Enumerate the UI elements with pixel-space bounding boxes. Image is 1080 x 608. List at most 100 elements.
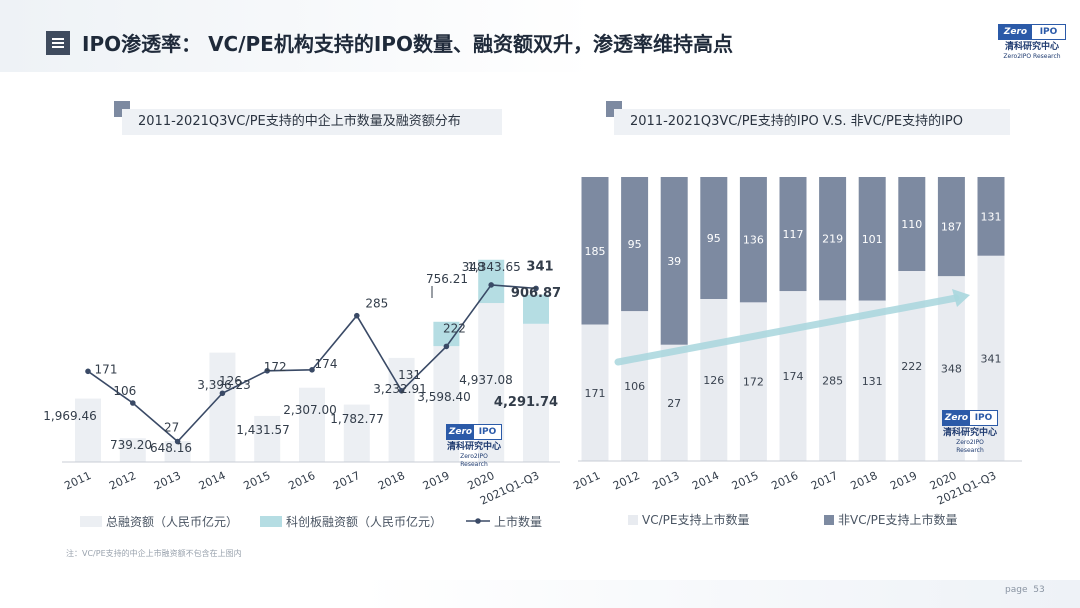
- bar-vcpe-2017: [819, 300, 847, 461]
- label-nonvcpe-2013: 39: [667, 255, 681, 268]
- left-tick-2018: 2018: [376, 469, 407, 493]
- bar-vcpe-2021Q1-Q3: [977, 255, 1005, 461]
- label-count-2017: 285: [365, 297, 388, 311]
- bar-nonvcpe-2015: [739, 177, 767, 303]
- bar-vcpe-2011: [581, 324, 609, 461]
- label-total-2019: 3,598.40: [417, 390, 470, 404]
- label-total-2013: 648.16: [150, 441, 192, 455]
- menu-icon[interactable]: [46, 31, 70, 55]
- label-vcpe-2015: 172: [743, 376, 764, 389]
- label-vcpe-2020: 348: [941, 363, 962, 376]
- legend-nonvcpe-swatch: [824, 515, 834, 525]
- label-kcb-2021Q1-Q3: 906.87: [511, 286, 561, 301]
- label-nonvcpe-2015: 136: [743, 234, 764, 247]
- label-count-2012: 106: [113, 384, 136, 398]
- label-nonvcpe-2017: 219: [822, 233, 843, 246]
- point-count-2016: [309, 367, 315, 373]
- left-tick-2017: 2017: [331, 469, 362, 493]
- bar-vcpe-2015: [739, 302, 767, 461]
- bar-nonvcpe-2020: [937, 177, 965, 277]
- label-nonvcpe-2021Q1-Q3: 131: [981, 210, 1002, 223]
- point-count-2021Q1-Q3: [533, 285, 539, 292]
- watermark-logo-right: Zero IPO 清科研究中心 Zero2IPO Research: [942, 410, 998, 455]
- right-tick-2014: 2014: [690, 469, 721, 493]
- right-tick-2013: 2013: [651, 469, 682, 493]
- bar-vcpe-2012: [621, 311, 649, 461]
- label-count-2014: 126: [219, 374, 242, 388]
- label-nonvcpe-2011: 185: [585, 245, 606, 258]
- label-vcpe-2013: 27: [667, 397, 681, 410]
- legend-nonvcpe-label: 非VC/PE支持上市数量: [838, 512, 957, 527]
- point-count-2014: [219, 390, 226, 397]
- bar-vcpe-2016: [779, 291, 807, 461]
- legend-total-label: 总融资额（人民币亿元）: [106, 514, 238, 529]
- point-count-2020: [488, 282, 495, 288]
- label-count-2020: 348: [462, 260, 485, 274]
- label-total-2021Q1-Q3: 4,291.74: [494, 395, 558, 410]
- label-total-2017: 1,782.77: [330, 412, 383, 426]
- label-vcpe-2017: 285: [822, 375, 843, 388]
- label-count-2016: 174: [315, 357, 338, 371]
- bar-vcpe-2014: [700, 299, 728, 461]
- point-count-2019: [443, 343, 450, 350]
- legend-count-label: 上市数量: [494, 514, 542, 529]
- label-kcb-2020: 1,343.65: [467, 260, 520, 274]
- legend-total-swatch: [80, 516, 102, 527]
- chart-right-title: 2011-2021Q3VC/PE支持的IPO V.S. 非VC/PE支持的IPO: [614, 109, 1010, 135]
- label-nonvcpe-2014: 95: [707, 232, 721, 245]
- left-tick-2014: 2014: [197, 469, 228, 493]
- label-count-2021Q1-Q3: 341: [526, 259, 553, 274]
- chart-left-title: 2011-2021Q3VC/PE支持的中企上市数量及融资额分布: [122, 109, 502, 135]
- header-background: [0, 0, 1080, 72]
- label-total-2012: 739.20: [110, 438, 152, 452]
- page-title: IPO渗透率： VC/PE机构支持的IPO数量、融资额双升，渗透率维持高点: [82, 32, 733, 56]
- legend-vcpe-label: VC/PE支持上市数量: [642, 512, 749, 527]
- legend-count-dot: [475, 518, 481, 524]
- point-count-2011: [85, 368, 91, 375]
- point-count-2018: [398, 388, 405, 394]
- watermark-logo-left: Zero IPO 清科研究中心 Zero2IPO Research: [446, 424, 502, 469]
- bar-total-2021Q1-Q3: [523, 323, 549, 462]
- bar-total-2017: [343, 404, 370, 462]
- page-number: page 53: [1005, 585, 1045, 595]
- label-total-2020: 4,937.08: [459, 373, 512, 387]
- footnote: 注：VC/PE支持的中企上市融资额不包含在上图内: [66, 549, 242, 558]
- label-count-2019: 222: [443, 321, 466, 335]
- bar-nonvcpe-2012: [621, 177, 649, 312]
- right-tick-2017: 2017: [809, 469, 840, 493]
- label-kcb-2019: 756.21: [426, 272, 468, 286]
- bar-kcb-2021Q1-Q3: [523, 294, 549, 324]
- legend-kcb-swatch: [260, 516, 282, 527]
- bar-nonvcpe-2014: [700, 177, 728, 300]
- point-count-2015: [264, 368, 271, 374]
- bar-vcpe-2018: [858, 300, 886, 461]
- left-tick-2016: 2016: [286, 469, 317, 493]
- trend-arrow: [614, 294, 960, 366]
- left-tick-2011: 2011: [62, 469, 93, 493]
- point-count-2012: [130, 400, 136, 406]
- bar-total-2015: [254, 415, 281, 462]
- trend-arrow-head: [952, 289, 970, 307]
- bar-nonvcpe-2016: [779, 177, 807, 292]
- right-tick-2018: 2018: [849, 469, 880, 493]
- bar-vcpe-2020: [937, 276, 965, 461]
- right-tick-2011: 2011: [571, 469, 602, 493]
- label-total-2016: 2,307.00: [283, 403, 336, 417]
- bar-nonvcpe-2019: [898, 177, 926, 272]
- point-count-2013: [174, 438, 181, 445]
- left-tick-2019: 2019: [421, 469, 452, 493]
- point-count-2017: [354, 312, 360, 319]
- label-count-2011: 171: [95, 362, 118, 376]
- legend-vcpe-swatch: [628, 515, 638, 525]
- label-vcpe-2016: 174: [783, 370, 804, 383]
- label-vcpe-2014: 126: [703, 374, 724, 387]
- bar-nonvcpe-2013: [660, 177, 688, 345]
- label-total-2015: 1,431.57: [236, 423, 289, 437]
- legend-kcb-label: 科创板融资额（人民币亿元）: [286, 514, 442, 529]
- bar-total-2012: [119, 438, 146, 462]
- bar-nonvcpe-2018: [858, 177, 886, 301]
- bar-vcpe-2013: [660, 344, 688, 461]
- label-vcpe-2011: 171: [585, 387, 606, 400]
- right-tick-2016: 2016: [769, 469, 800, 493]
